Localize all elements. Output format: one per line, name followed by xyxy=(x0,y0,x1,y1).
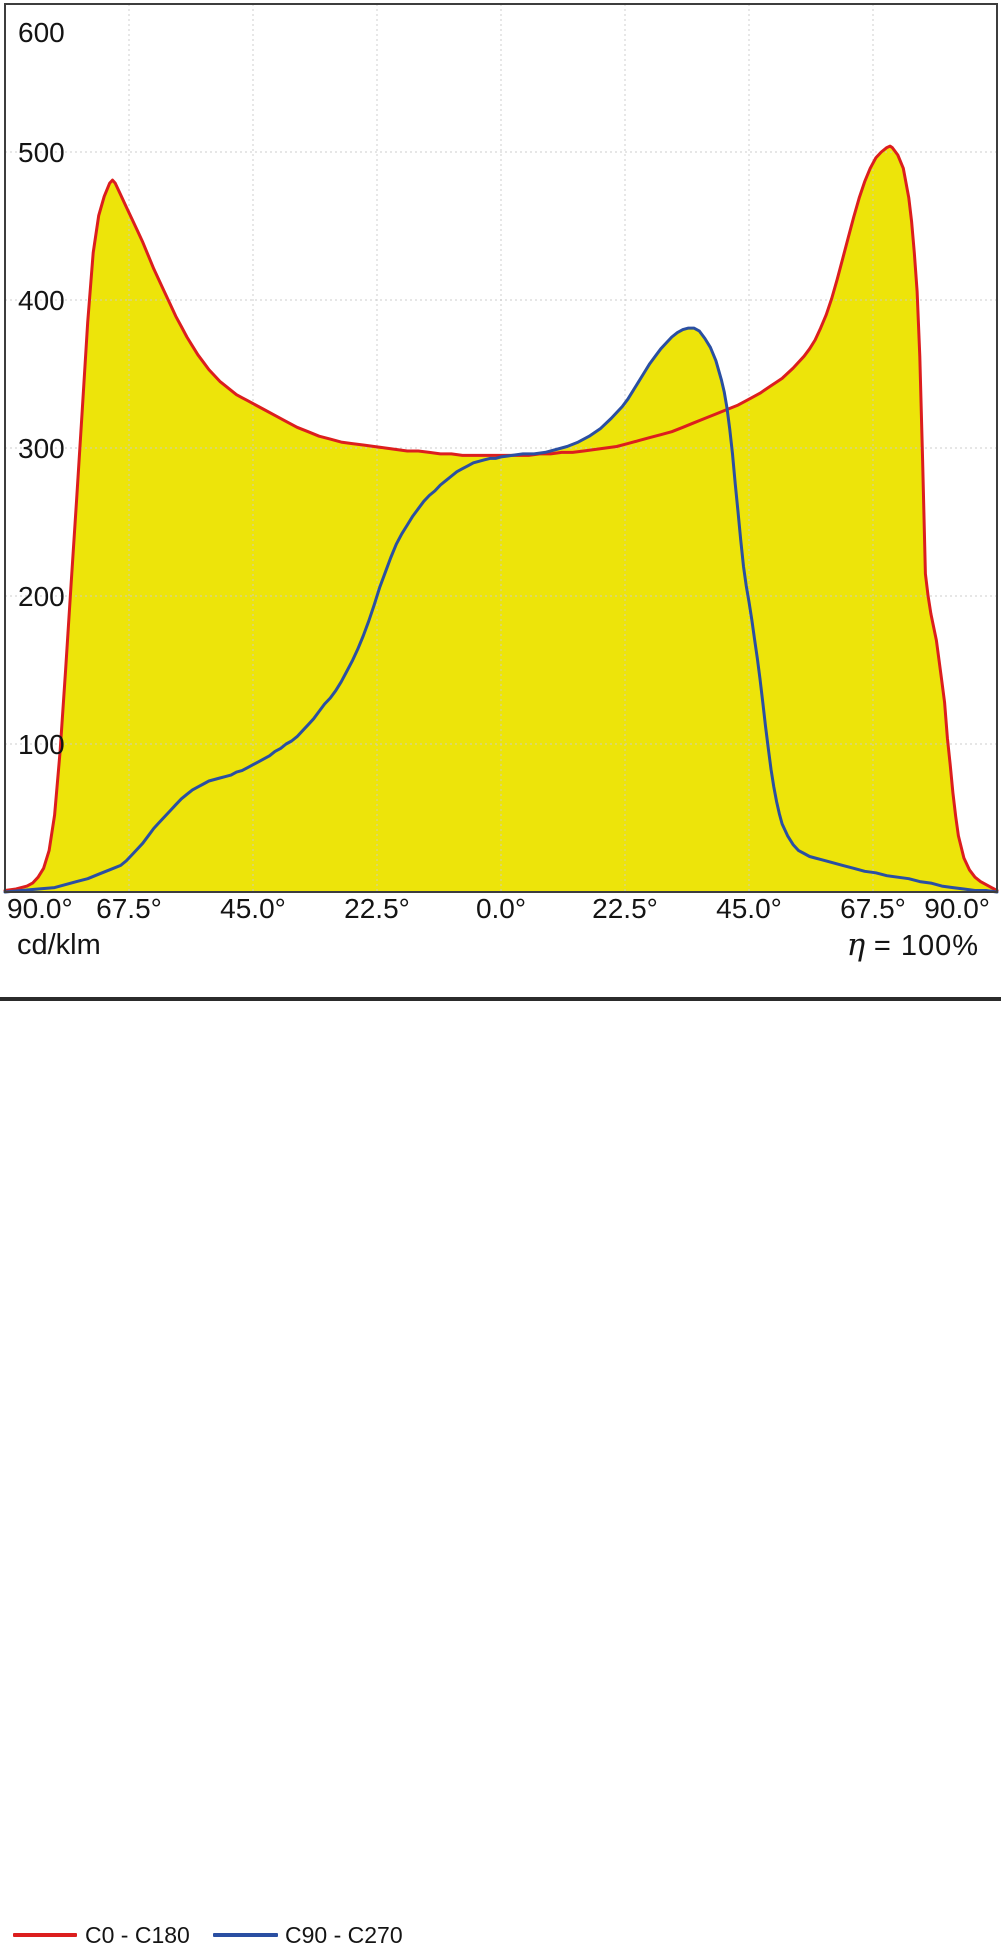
curves xyxy=(3,144,999,894)
efficiency-label: η = 100% xyxy=(847,927,979,963)
grid xyxy=(5,4,997,892)
x-tick-label: 67.5° xyxy=(96,893,162,924)
legend: C0 - C180 C90 - C270 xyxy=(0,960,1001,1948)
plot-frame xyxy=(4,3,998,893)
eta-value: = 100% xyxy=(873,930,979,962)
y-tick-label: 400 xyxy=(18,285,65,316)
c90-c270-curve xyxy=(3,326,999,894)
x-tick-label: 0.0° xyxy=(476,893,526,924)
x-tick-label: 90.0° xyxy=(7,893,73,924)
y-tick-label: 500 xyxy=(18,137,65,168)
plot-border xyxy=(4,3,998,893)
legend-label-c90-c270: C90 - C270 xyxy=(285,1922,403,1948)
x-tick-label: 22.5° xyxy=(344,893,410,924)
y-tick-label: 200 xyxy=(18,581,65,612)
y-tick-label: 100 xyxy=(18,729,65,760)
photometric-distribution-chart: 100 200 300 400 500 600 90.0° 67.5° 45.0° 22.5° 0.… xyxy=(3,3,999,924)
x-tick-label: 67.5° xyxy=(840,893,906,924)
legend-swatch-c90-c270 xyxy=(213,1933,278,1937)
x-tick-label: 22.5° xyxy=(592,893,658,924)
y-tick-label: 600 xyxy=(18,17,65,48)
unit-label: cd/klm xyxy=(17,929,101,961)
y-tick-label: 300 xyxy=(18,433,65,464)
legend-swatch-c0-c180 xyxy=(13,1933,77,1937)
legend-label-c0-c180: C0 - C180 xyxy=(85,1922,190,1948)
x-tick-label: 90.0° xyxy=(924,893,990,924)
x-tick-label: 45.0° xyxy=(716,893,782,924)
axis-labels: 100 200 300 400 500 600 90.0° 67.5° 45.0° 22.5° 0.… xyxy=(7,17,990,924)
eta-symbol: η xyxy=(846,927,866,963)
x-tick-label: 45.0° xyxy=(220,893,286,924)
bottom-divider xyxy=(0,997,1001,1001)
